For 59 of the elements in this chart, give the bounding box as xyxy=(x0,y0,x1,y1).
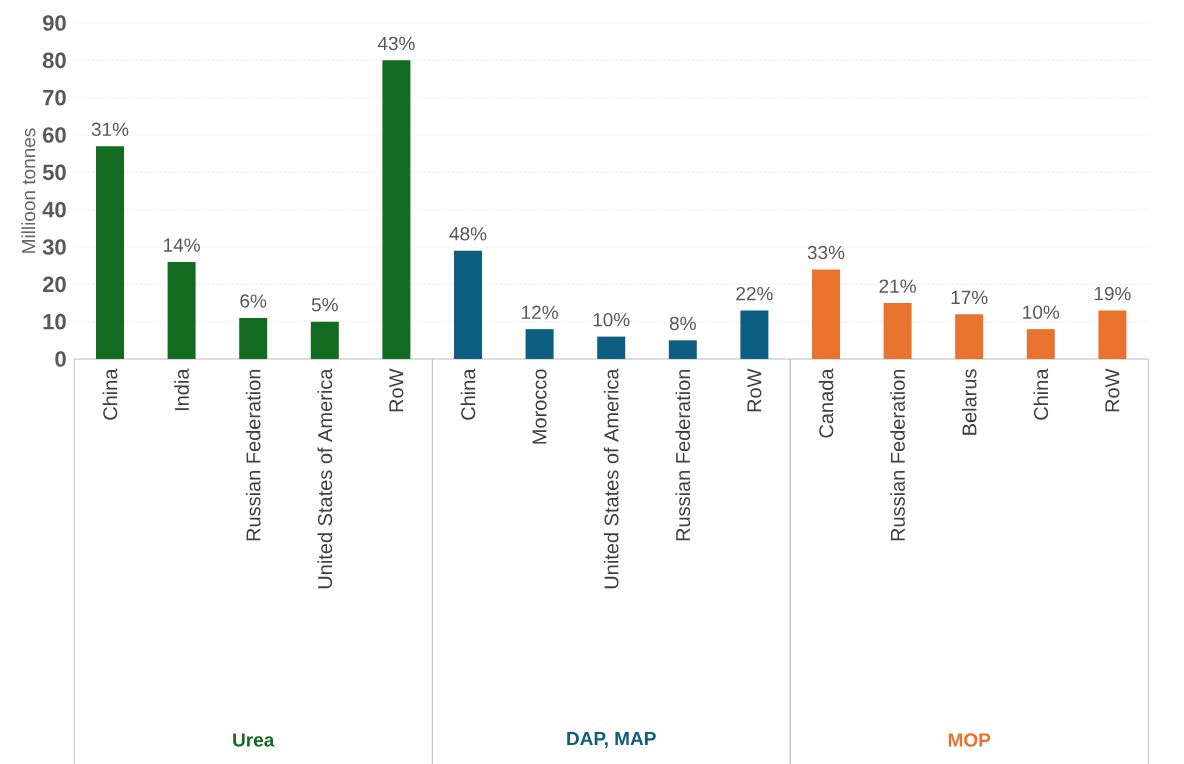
y-tick-label: 10 xyxy=(43,313,66,330)
annotation: 21% xyxy=(879,279,916,293)
annotation: 10% xyxy=(593,312,630,327)
bar xyxy=(382,60,411,359)
x-tick-label: Russian Federation xyxy=(890,369,905,541)
annotation: 5% xyxy=(311,298,338,312)
bar xyxy=(1026,329,1055,359)
y-tick-label: 20 xyxy=(42,276,66,293)
bar xyxy=(454,250,482,359)
annotation: 48% xyxy=(449,227,487,241)
text: Urea xyxy=(233,733,275,747)
y-tick-label: 80 xyxy=(42,52,66,69)
x-tick-label: United States of America xyxy=(603,368,619,589)
annotation: 22% xyxy=(736,286,773,301)
y-tick-label: 40 xyxy=(42,201,66,218)
annotation: 19% xyxy=(1094,286,1131,301)
x-tick-label: China xyxy=(460,368,476,420)
x-tick-label: United States of America xyxy=(317,368,333,589)
bar xyxy=(883,303,912,359)
y-tick-label: 50 xyxy=(42,164,66,181)
x-tick-label: Canada xyxy=(818,368,834,438)
y-axis-title: Millioon tonnes xyxy=(21,128,36,253)
x-tick-label: RoW xyxy=(1105,368,1120,412)
x-tick-label: China xyxy=(102,368,118,420)
y-tick-label: 90 xyxy=(42,15,66,31)
text: DAP, MAP xyxy=(567,732,656,748)
annotation: 31% xyxy=(91,122,129,137)
y-tick-label: 60 xyxy=(43,127,66,143)
bar xyxy=(96,146,124,359)
annotation: 6% xyxy=(240,294,267,308)
annotation: 14% xyxy=(164,238,200,252)
annotation: 10% xyxy=(1023,305,1060,319)
x-tick-label: China xyxy=(1033,368,1049,420)
bar xyxy=(597,336,626,359)
annotation: 8% xyxy=(669,316,696,331)
annotation: 17% xyxy=(951,290,988,304)
x-tick-label: Morocco xyxy=(532,369,547,444)
bar xyxy=(239,317,268,359)
bar xyxy=(955,314,984,359)
bar xyxy=(740,310,769,359)
text: MOP xyxy=(948,733,991,747)
annotation: 12% xyxy=(522,305,558,319)
x-tick-label: India xyxy=(174,368,189,411)
y-tick-label: 70 xyxy=(43,89,66,106)
x-tick-label: RoW xyxy=(747,368,762,412)
bar xyxy=(525,329,554,359)
bar xyxy=(1098,310,1127,359)
bar xyxy=(812,269,840,359)
x-tick-label: Russian Federation xyxy=(675,369,691,541)
annotation: 33% xyxy=(807,245,845,260)
x-tick-label: RoW xyxy=(389,368,404,412)
annotation: 43% xyxy=(377,36,415,51)
bar xyxy=(167,261,196,359)
x-tick-label: Belarus xyxy=(961,369,977,435)
y-tick-label: 30 xyxy=(42,239,66,255)
y-tick-label: 0 xyxy=(55,351,66,367)
x-tick-label: Russian Federation xyxy=(245,369,261,541)
bar xyxy=(668,340,697,359)
bar xyxy=(310,321,339,359)
